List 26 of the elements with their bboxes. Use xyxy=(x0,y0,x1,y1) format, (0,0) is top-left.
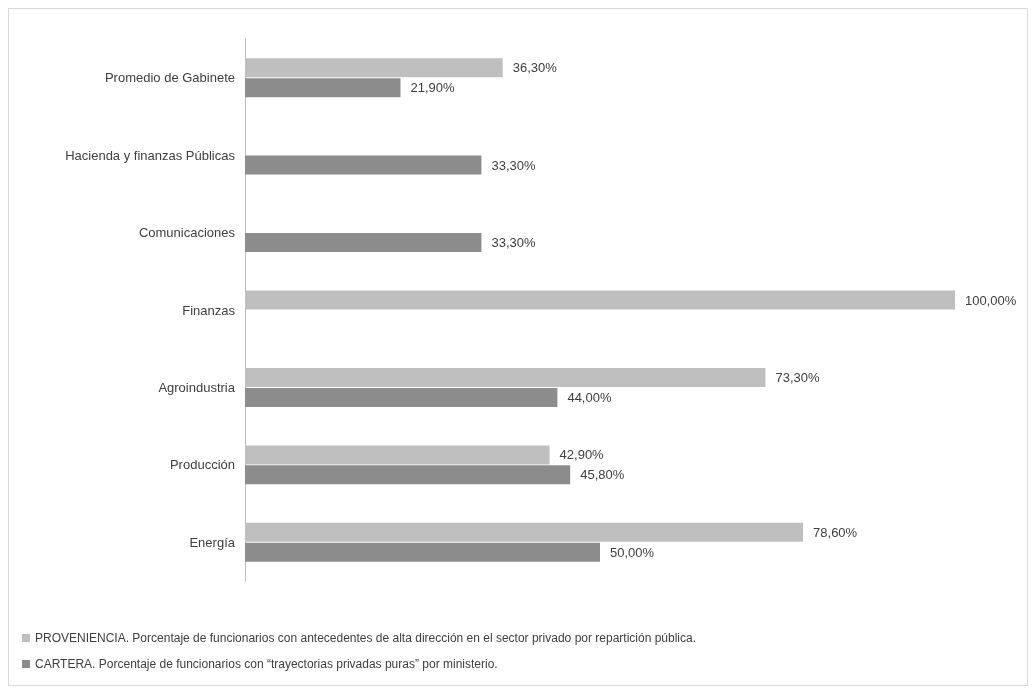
data-label: 100,00% xyxy=(965,292,1017,308)
y-tick-label: Energía xyxy=(189,534,236,550)
data-label: 73,30% xyxy=(775,369,820,385)
data-label: 42,90% xyxy=(559,447,605,463)
data-label: 33,30% xyxy=(491,157,536,173)
data-label: 78,60% xyxy=(813,524,858,540)
data-label: 21,90% xyxy=(410,80,456,96)
y-tick-label: Agroindustria xyxy=(158,379,236,395)
y-tick-label: Finanzas xyxy=(182,302,236,318)
data-label: 44,00% xyxy=(567,389,612,405)
y-tick-label: Comunicaciones xyxy=(138,225,236,241)
data-label: 45,80% xyxy=(580,467,625,483)
data-label: 36,30% xyxy=(512,60,558,76)
y-tick-label: Hacienda y finanzas Públicas xyxy=(65,147,236,163)
bar xyxy=(245,465,571,485)
legend-label: PROVENIENCIA. Porcentaje de funcionarios con antecedentes de alta dirección en el sector privado por repartición pública. xyxy=(35,631,697,645)
bar xyxy=(245,387,558,407)
data-label: 50,00% xyxy=(610,544,655,560)
bar xyxy=(245,78,401,98)
data-label: 33,30% xyxy=(491,235,536,251)
y-tick-label: Producción xyxy=(169,457,235,473)
bar xyxy=(245,233,482,253)
bar xyxy=(245,155,482,175)
legend-label: CARTERA. Porcentaje de funcionarios con “trayectorias privadas puras” por ministerio. xyxy=(35,657,498,671)
bar xyxy=(245,542,600,562)
y-tick-label: Promedio de Gabinete xyxy=(104,70,235,86)
